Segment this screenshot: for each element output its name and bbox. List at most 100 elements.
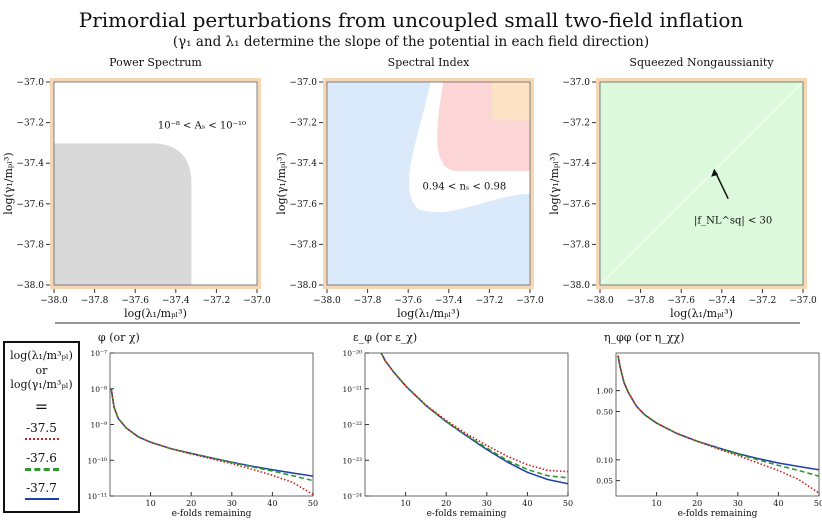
y-tick-label: −37.0 bbox=[289, 78, 317, 88]
panel-annotation: 0.94 < nₛ < 0.98 bbox=[422, 182, 506, 193]
x-tick-label: 30 bbox=[227, 499, 237, 508]
x-tick-label: 30 bbox=[482, 499, 492, 508]
x-axis-label: e-folds remaining bbox=[678, 509, 758, 519]
figure-title: Primordial perturbations from uncoupled … bbox=[78, 8, 744, 32]
series-line bbox=[110, 388, 313, 496]
x-tick-label: 20 bbox=[692, 499, 702, 508]
x-tick-label: −38.0 bbox=[313, 296, 341, 306]
x-tick-label: 40 bbox=[522, 499, 532, 508]
y-tick-label: 10⁻²¹ bbox=[342, 385, 362, 394]
x-tick-label: 50 bbox=[308, 499, 318, 508]
y-tick-label: −38.0 bbox=[562, 281, 590, 291]
panel-title: φ (or χ) bbox=[98, 331, 140, 344]
x-tick-label: −38.0 bbox=[586, 296, 614, 306]
y-tick-label: −37.8 bbox=[562, 240, 590, 250]
x-tick-label: −37.4 bbox=[162, 296, 190, 306]
x-tick-label: −37.8 bbox=[354, 296, 382, 306]
region-excluded bbox=[54, 143, 192, 285]
annotation-arrow bbox=[715, 173, 729, 200]
y-tick-label: −37.2 bbox=[289, 119, 317, 129]
y-tick-label: −38.0 bbox=[289, 281, 317, 291]
y-tick-label: 10⁻¹⁰ bbox=[87, 456, 107, 465]
x-tick-label: 50 bbox=[814, 499, 822, 508]
diagonal-line bbox=[600, 82, 803, 285]
x-tick-label: −37.2 bbox=[476, 296, 504, 306]
panel-title: ε_φ (or ε_χ) bbox=[353, 331, 417, 344]
panel-title: Spectral Index bbox=[388, 56, 470, 69]
y-tick-label: 10⁻⁷ bbox=[90, 349, 107, 358]
plot-border bbox=[326, 81, 531, 286]
x-tick-label: −37.8 bbox=[627, 296, 655, 306]
series-line bbox=[617, 355, 819, 477]
legend-or: or bbox=[35, 364, 48, 377]
region-highest bbox=[491, 82, 530, 121]
y-tick-label: 10⁻⁸ bbox=[90, 385, 107, 394]
x-tick-label: 10 bbox=[146, 499, 156, 508]
x-tick-label: −37.8 bbox=[81, 296, 109, 306]
x-tick-label: −37.6 bbox=[667, 296, 695, 306]
panel-title: η_φφ (or η_χχ) bbox=[604, 331, 684, 344]
x-axis-label: log(λ₁/mₚₗ³) bbox=[124, 307, 187, 320]
legend-entry-label: -37.5 bbox=[26, 421, 57, 435]
y-axis-label: log(γ₁/mₚₗ³) bbox=[275, 152, 288, 214]
x-axis-label: e-folds remaining bbox=[172, 509, 252, 519]
y-tick-label: −37.4 bbox=[289, 159, 317, 169]
legend-entry-swatch bbox=[25, 438, 59, 440]
y-axis-label: log(γ₁/mₚₗ³) bbox=[2, 152, 15, 214]
y-tick-label: −37.6 bbox=[16, 200, 44, 210]
series-group bbox=[617, 355, 819, 494]
y-tick-label: −37.0 bbox=[562, 78, 590, 88]
x-tick-label: 20 bbox=[441, 499, 451, 508]
line-panel: φ (or χ) 10 20 30 40 50 e-folds remaining 10⁻¹¹… bbox=[87, 331, 318, 519]
x-tick-label: −37.6 bbox=[394, 296, 422, 306]
x-tick-label: 20 bbox=[186, 499, 196, 508]
y-tick-label: 10⁻⁹ bbox=[90, 421, 107, 430]
heatmap-panel: 0.94 < nₛ < 0.98 Spectral Index −38.0 −37.8… bbox=[275, 56, 544, 320]
x-tick-label: −37.2 bbox=[203, 296, 231, 306]
y-tick-label: 0.10 bbox=[596, 456, 613, 465]
y-tick-label: −37.6 bbox=[289, 200, 317, 210]
x-tick-label: 10 bbox=[401, 499, 411, 508]
y-tick-label: 10⁻²⁰ bbox=[342, 349, 362, 358]
y-tick-label: 0.05 bbox=[596, 477, 613, 486]
x-tick-label: −37.0 bbox=[516, 296, 544, 306]
series-line bbox=[617, 355, 819, 471]
plot-border bbox=[599, 81, 804, 286]
x-tick-label: −37.2 bbox=[749, 296, 777, 306]
heatmap-panel: 10⁻⁸ < Aₛ < 10⁻¹⁰ Power Spectrum −38.0 −37.… bbox=[2, 56, 271, 320]
series-line bbox=[617, 355, 819, 494]
y-tick-label: −37.8 bbox=[289, 240, 317, 250]
legend-equals: = bbox=[34, 397, 49, 416]
y-tick-label: −37.2 bbox=[562, 119, 590, 129]
plot-border bbox=[109, 352, 314, 497]
line-panel: η_φφ (or η_χχ) 10 20 30 40 50 e-folds remainin… bbox=[596, 331, 822, 519]
plot-area bbox=[54, 82, 257, 285]
y-tick-label: −37.4 bbox=[16, 159, 44, 169]
y-tick-label: −38.0 bbox=[16, 281, 44, 291]
line-panel: ε_φ (or ε_χ) 10 20 30 40 50 e-folds remaining 1… bbox=[342, 331, 573, 519]
plot-area bbox=[600, 82, 803, 285]
x-tick-label: −37.0 bbox=[789, 296, 817, 306]
x-tick-label: −37.6 bbox=[121, 296, 149, 306]
y-tick-label: −37.0 bbox=[16, 78, 44, 88]
y-tick-label: −37.2 bbox=[16, 119, 44, 129]
series-group bbox=[380, 353, 568, 485]
x-tick-label: 10 bbox=[652, 499, 662, 508]
y-tick-label: −37.6 bbox=[562, 200, 590, 210]
panel-annotation: |f_NL^sq| < 30 bbox=[694, 215, 772, 226]
x-tick-label: 30 bbox=[733, 499, 743, 508]
x-tick-label: −37.4 bbox=[435, 296, 463, 306]
legend: log(λ₁/m³ₚₗ) or log(γ₁/m³ₚₗ) = -37.5 -37… bbox=[3, 341, 80, 513]
x-tick-label: 50 bbox=[563, 499, 573, 508]
plot-area bbox=[327, 82, 530, 285]
legend-entry-label: -37.7 bbox=[26, 481, 57, 495]
y-tick-label: 1.00 bbox=[596, 387, 613, 396]
y-tick-label: 0.50 bbox=[596, 407, 613, 416]
panel-title: Power Spectrum bbox=[109, 56, 202, 69]
series-line bbox=[380, 353, 568, 479]
x-axis-label: log(λ₁/mₚₗ³) bbox=[397, 307, 460, 320]
x-tick-label: 40 bbox=[773, 499, 783, 508]
y-tick-label: 10⁻²³ bbox=[342, 456, 362, 465]
plot-border bbox=[615, 352, 820, 497]
